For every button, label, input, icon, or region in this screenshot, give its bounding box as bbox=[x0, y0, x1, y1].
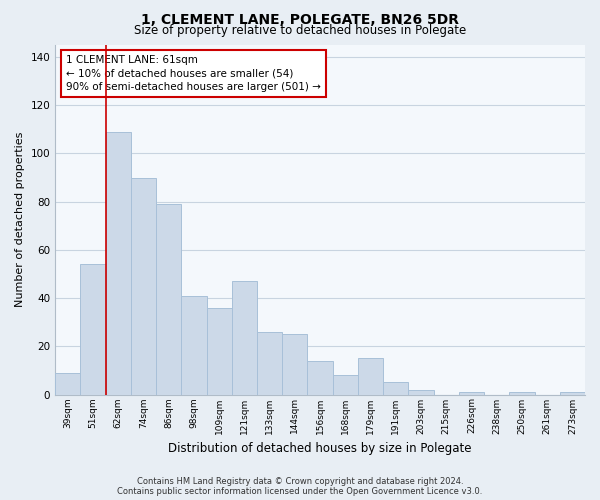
Text: Size of property relative to detached houses in Polegate: Size of property relative to detached ho… bbox=[134, 24, 466, 37]
Bar bbox=[459, 392, 484, 394]
Text: Contains HM Land Registry data © Crown copyright and database right 2024.
Contai: Contains HM Land Registry data © Crown c… bbox=[118, 476, 482, 496]
Bar bbox=[55, 373, 80, 394]
Bar bbox=[409, 390, 434, 394]
Bar bbox=[257, 332, 282, 394]
Bar bbox=[131, 178, 156, 394]
Bar bbox=[156, 204, 181, 394]
Text: 1 CLEMENT LANE: 61sqm
← 10% of detached houses are smaller (54)
90% of semi-deta: 1 CLEMENT LANE: 61sqm ← 10% of detached … bbox=[66, 56, 320, 92]
Y-axis label: Number of detached properties: Number of detached properties bbox=[15, 132, 25, 308]
Bar bbox=[307, 361, 332, 394]
Bar bbox=[383, 382, 409, 394]
Text: 1, CLEMENT LANE, POLEGATE, BN26 5DR: 1, CLEMENT LANE, POLEGATE, BN26 5DR bbox=[141, 12, 459, 26]
X-axis label: Distribution of detached houses by size in Polegate: Distribution of detached houses by size … bbox=[169, 442, 472, 455]
Bar bbox=[560, 392, 585, 394]
Bar bbox=[80, 264, 106, 394]
Bar bbox=[181, 296, 206, 394]
Bar bbox=[282, 334, 307, 394]
Bar bbox=[106, 132, 131, 394]
Bar bbox=[332, 375, 358, 394]
Bar bbox=[509, 392, 535, 394]
Bar bbox=[206, 308, 232, 394]
Bar bbox=[232, 281, 257, 394]
Bar bbox=[358, 358, 383, 394]
